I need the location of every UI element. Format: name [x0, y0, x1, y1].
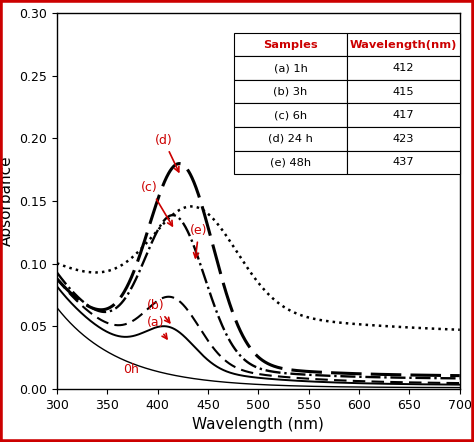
Text: (e): (e): [190, 224, 208, 258]
Text: (d): (d): [155, 133, 179, 172]
Y-axis label: Absorbance: Absorbance: [0, 156, 14, 247]
Text: (c): (c): [141, 181, 173, 226]
Text: 0h: 0h: [123, 363, 139, 376]
Text: (a): (a): [147, 316, 167, 339]
X-axis label: Wavelength (nm): Wavelength (nm): [192, 417, 324, 432]
Text: (b): (b): [147, 299, 170, 323]
